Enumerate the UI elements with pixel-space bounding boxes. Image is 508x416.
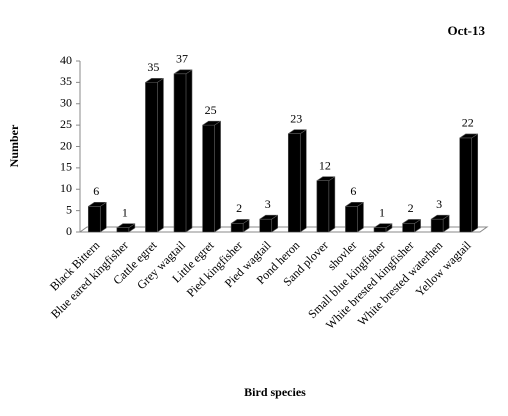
bar-edge — [145, 78, 164, 232]
bar — [345, 202, 364, 233]
value-label: 1 — [379, 205, 385, 219]
value-label: 6 — [93, 184, 99, 198]
x-axis-title: Bird species — [244, 385, 306, 399]
bar — [145, 78, 164, 233]
bar-edge — [259, 214, 278, 232]
bar-edge — [374, 223, 393, 232]
y-tick-label: 20 — [60, 138, 72, 152]
bar-edge — [116, 223, 136, 232]
value-label: 12 — [319, 158, 331, 172]
bar — [316, 176, 336, 233]
y-tick-label: 35 — [60, 74, 72, 88]
value-label: 25 — [205, 103, 217, 117]
floor — [78, 226, 489, 233]
bar-edge — [231, 219, 250, 232]
bar-edge — [431, 214, 450, 232]
bar-edge — [288, 129, 307, 232]
bar-edge — [345, 202, 364, 232]
value-label: 37 — [176, 52, 188, 66]
value-label: 2 — [236, 201, 242, 215]
bar — [87, 202, 107, 233]
value-label: 35 — [147, 60, 159, 74]
bar — [459, 133, 479, 233]
bar-edge — [202, 120, 221, 232]
value-label: 2 — [408, 201, 414, 215]
bar — [202, 120, 221, 233]
y-axis-title: Number — [7, 124, 21, 167]
bar — [173, 69, 193, 233]
y-tick-label: 0 — [66, 224, 72, 238]
y-tick-label: 40 — [60, 53, 72, 67]
value-label: 22 — [462, 116, 474, 130]
chart-title: Oct-13 — [447, 23, 485, 38]
bar-edge — [316, 176, 336, 232]
bar-edge — [459, 133, 478, 232]
bar-edge — [174, 69, 193, 232]
bar — [287, 129, 307, 233]
y-tick-label: 10 — [60, 181, 72, 195]
y-tick-label: 5 — [66, 202, 72, 216]
y-tick-label: 30 — [60, 96, 72, 110]
value-label: 1 — [122, 205, 128, 219]
bar — [259, 214, 279, 233]
value-label: 3 — [436, 197, 442, 211]
value-label: 6 — [350, 184, 356, 198]
value-label: 23 — [290, 111, 302, 125]
y-tick-label: 25 — [60, 117, 72, 131]
bar — [430, 214, 450, 233]
bar-edge — [402, 219, 421, 232]
value-label: 3 — [265, 197, 271, 211]
y-tick-label: 15 — [60, 160, 72, 174]
bar-edge — [88, 202, 107, 232]
